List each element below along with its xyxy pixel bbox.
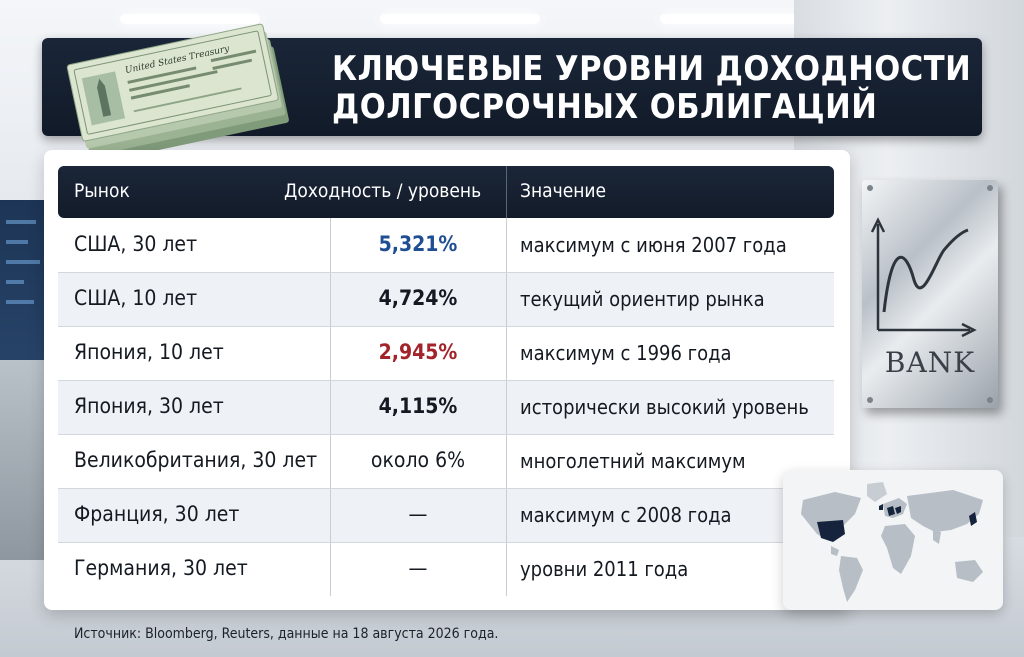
table-row: Япония, 10 лет 2,945% максимум с 1996 го… [58, 326, 834, 380]
cell-yield: около 6% [370, 448, 466, 472]
table-row: Франция, 30 лет — максимум с 2008 года [58, 488, 834, 542]
cell-yield: 5,321% [378, 232, 458, 256]
background-desk [0, 360, 46, 560]
header-yield: Доходность / уровень [284, 180, 482, 202]
cell-market: Германия, 30 лет [74, 556, 248, 580]
bank-label: BANK [884, 346, 976, 379]
row-divider [58, 434, 834, 435]
cell-meaning: текущий ориентир рынка [520, 287, 765, 311]
cell-yield: 2,945% [378, 340, 458, 364]
row-divider [58, 488, 834, 489]
title-line-2: ДОЛГОСРОЧНЫХ ОБЛИГАЦИЙ [332, 87, 878, 127]
cell-market: Великобритания, 30 лет [74, 448, 318, 472]
column-divider [506, 218, 507, 596]
table-row: Япония, 30 лет 4,115% исторически высоки… [58, 380, 834, 434]
column-divider [330, 218, 331, 596]
growth-chart-icon [867, 185, 993, 403]
cell-yield: 4,115% [378, 394, 458, 418]
cell-meaning: максимум с июня 2007 года [520, 233, 787, 257]
cell-meaning: максимум с 2008 года [520, 503, 732, 527]
ceiling-light [380, 14, 540, 24]
world-map-icon [801, 482, 983, 602]
table-row: США, 10 лет 4,724% текущий ориентир рынк… [58, 272, 834, 326]
cell-meaning: исторически высокий уровень [520, 395, 809, 419]
row-divider [58, 326, 834, 327]
source-note: Источник: Bloomberg, Reuters, данные на … [74, 626, 499, 642]
header-divider [506, 166, 507, 218]
table-row: Германия, 30 лет — уровни 2011 года [58, 542, 834, 596]
ceiling-light [120, 14, 260, 24]
title-line-1: КЛЮЧЕВЫЕ УРОВНИ ДОХОДНОСТИ [332, 49, 972, 89]
cell-market: Франция, 30 лет [74, 502, 240, 526]
row-divider [58, 542, 834, 543]
page-title: КЛЮЧЕВЫЕ УРОВНИ ДОХОДНОСТИ ДОЛГОСРОЧНЫХ … [332, 49, 972, 127]
cell-meaning: максимум с 1996 года [520, 341, 732, 365]
row-divider [58, 380, 834, 381]
header-market: Рынок [74, 180, 130, 202]
cell-market: США, 10 лет [74, 286, 198, 310]
treasury-bills-icon: United States Treasury [66, 23, 289, 163]
cell-yield: — [408, 502, 428, 526]
table-header: Рынок Доходность / уровень Значение [58, 166, 834, 218]
cell-market: Япония, 10 лет [74, 340, 224, 364]
ceiling-light [660, 14, 810, 24]
row-divider [58, 272, 834, 273]
cell-market: Япония, 30 лет [74, 394, 224, 418]
cell-market: США, 30 лет [74, 232, 198, 256]
bank-plaque [862, 180, 998, 408]
header-meaning: Значение [520, 180, 607, 202]
cell-meaning: многолетний максимум [520, 449, 746, 473]
table-row: Великобритания, 30 лет около 6% многолет… [58, 434, 834, 488]
cell-yield: — [408, 556, 428, 580]
cell-yield: 4,724% [378, 286, 458, 310]
table-row: США, 30 лет 5,321% максимум с июня 2007 … [58, 218, 834, 272]
cell-meaning: уровни 2011 года [520, 557, 689, 581]
